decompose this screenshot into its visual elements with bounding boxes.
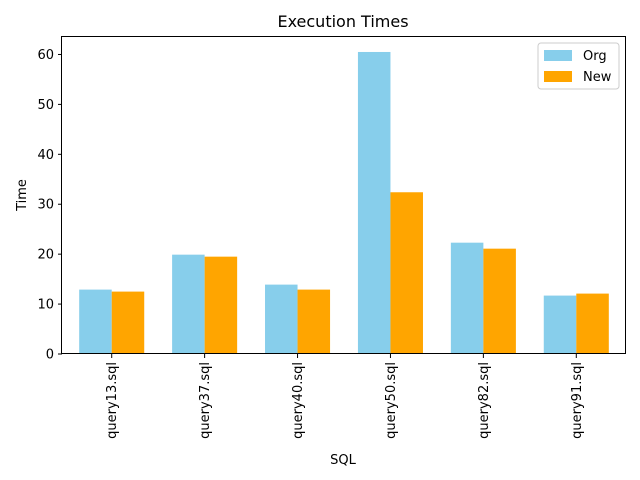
y-axis-label: Time [15,179,30,212]
bar-org-query37-sql [172,254,205,354]
x-tick-label: query50.sql [384,362,399,439]
chart-title: Execution Times [277,12,408,31]
x-tick-label: query82.sql [477,362,492,439]
y-tick-label: 20 [37,248,54,263]
y-tick-label: 60 [37,48,54,63]
bar-org-query13-sql [79,289,112,354]
legend-label-org: Org [583,49,607,64]
plot-frame [61,36,626,354]
legend: Org New [537,42,620,90]
legend-label-new: New [583,70,612,85]
x-axis: query13.sql query37.sql query40.sql query50… [105,354,585,439]
bar-new-query40-sql [297,289,331,354]
x-tick-label: query13.sql [105,362,120,439]
x-tick-label: query91.sql [570,362,585,439]
bar-org-query40-sql [265,284,298,354]
bar-new-query37-sql [204,256,238,354]
legend-swatch-new [544,71,572,82]
bar-org-query91-sql [543,295,577,354]
y-tick-label: 30 [37,198,54,213]
x-axis-label: SQL [330,453,356,468]
y-tick-label: 50 [37,98,54,113]
y-tick-label: 40 [37,148,54,163]
y-tick-label: 10 [37,298,54,313]
legend-swatch-org [544,50,572,61]
bar-new-query91-sql [576,293,609,354]
plot-area [79,51,609,354]
y-tick-label: 0 [46,348,54,363]
bar-new-query82-sql [483,248,516,354]
x-tick-label: query40.sql [291,362,306,439]
bar-org-query82-sql [450,242,484,354]
x-tick-label: query37.sql [198,362,213,439]
bar-org-query50-sql [357,51,391,354]
bar-new-query50-sql [390,192,423,354]
bar-new-query13-sql [111,291,145,354]
y-axis: 0 10 20 30 40 50 60 [37,48,62,363]
